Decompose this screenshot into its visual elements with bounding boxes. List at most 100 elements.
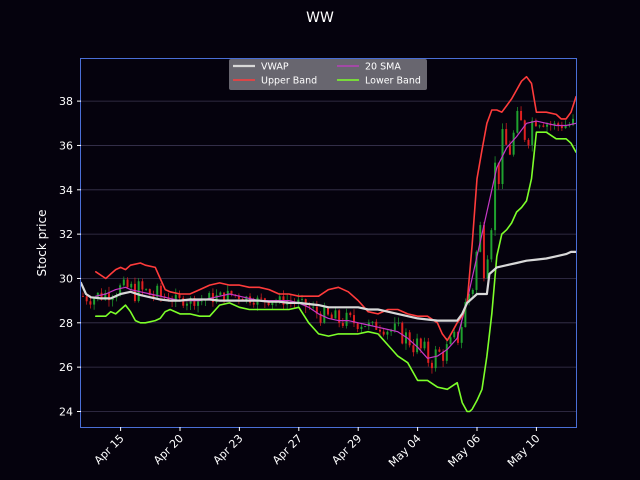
candle-body: [546, 124, 549, 127]
candle-body: [494, 162, 497, 231]
candle-body: [512, 132, 515, 155]
candle-body: [111, 297, 114, 301]
y-tick-label: 38: [59, 95, 73, 108]
candle-body: [122, 279, 125, 286]
candle-body: [364, 326, 367, 327]
candle-body: [267, 302, 270, 306]
candle-body: [404, 332, 407, 344]
candle-body: [185, 303, 188, 306]
candle-body: [245, 296, 248, 301]
candle-body: [378, 329, 381, 332]
candle-body: [505, 129, 508, 145]
y-tick-label: 36: [59, 139, 73, 152]
candle-body: [464, 302, 467, 328]
candle-body: [486, 259, 489, 279]
candle-body: [223, 292, 226, 300]
candle-body: [148, 289, 151, 296]
candle-body: [182, 297, 185, 306]
candle-body: [237, 295, 240, 299]
candle-body: [564, 125, 567, 129]
series-layer: [79, 75, 578, 413]
series-line-upper-band: [95, 75, 577, 342]
candle-body: [482, 225, 485, 279]
candle-body: [534, 120, 537, 127]
candle-body: [219, 292, 222, 296]
candle-body: [81, 296, 84, 298]
y-axis-title: Stock price: [35, 210, 49, 277]
candle-body: [174, 294, 177, 302]
y-tick-label: 32: [59, 228, 73, 241]
candle-body: [520, 110, 523, 121]
candle-body: [397, 322, 400, 324]
grid-layer: [81, 100, 576, 412]
candle-body: [453, 331, 456, 338]
candle-body: [523, 120, 526, 140]
candle-body: [527, 139, 530, 146]
candle-body: [356, 323, 359, 329]
candle-body: [197, 301, 200, 306]
candle-body: [260, 297, 263, 299]
candle-body: [434, 349, 437, 369]
candle-body: [516, 110, 519, 133]
candle-body: [471, 289, 474, 294]
candle-body: [445, 344, 448, 361]
candle-body: [215, 295, 218, 303]
candle-body: [468, 293, 471, 303]
series-line-vwap: [79, 250, 578, 322]
candle-body: [423, 341, 426, 349]
candle-body: [208, 293, 211, 300]
candle-body: [460, 327, 463, 343]
legend-label: VWAP: [261, 62, 289, 73]
candle-body: [390, 330, 393, 332]
candle-body: [497, 162, 500, 184]
candle-body: [271, 302, 274, 306]
candle-body: [145, 289, 148, 290]
legend: VWAP Upper Band 20 SMA Lower Band: [229, 59, 427, 90]
candle-body: [419, 338, 422, 349]
candle-body: [330, 314, 333, 319]
candle-body: [427, 341, 430, 363]
candle-body: [100, 292, 103, 300]
chart-title: WW: [306, 10, 334, 26]
candle-body: [200, 300, 203, 302]
candle-body: [367, 322, 370, 327]
candle-body: [278, 296, 281, 302]
series-line-lower-band: [95, 131, 577, 413]
candle-body: [352, 315, 355, 324]
candle-body: [230, 290, 233, 295]
candle-body: [107, 293, 110, 301]
candle-body: [119, 285, 122, 296]
candle-body: [449, 337, 452, 345]
candle-body: [490, 230, 493, 260]
candle-body: [308, 306, 311, 308]
candle-body: [438, 349, 441, 352]
y-tick-label: 24: [59, 405, 73, 418]
candle-body: [349, 312, 352, 316]
legend-label: Lower Band: [365, 76, 421, 87]
candle-body: [408, 332, 411, 346]
candle-body: [319, 313, 322, 323]
candle-body: [252, 302, 255, 305]
candle-body: [159, 285, 162, 297]
candle-body: [130, 283, 133, 288]
candle-body: [382, 331, 385, 335]
candle-body: [531, 120, 534, 146]
candle-body: [430, 362, 433, 369]
candle-body: [560, 125, 563, 129]
y-tick-label: 26: [59, 361, 73, 374]
candle-body: [301, 299, 304, 300]
candle-body: [152, 295, 155, 297]
candle-body: [85, 296, 88, 302]
candle-body: [167, 297, 170, 301]
candle-body: [327, 307, 330, 315]
candle-body: [553, 123, 556, 125]
candle-body: [126, 279, 129, 288]
candle-body: [141, 281, 144, 290]
candle-body: [557, 123, 560, 126]
candle-body: [156, 285, 159, 297]
candle-body: [386, 331, 389, 335]
y-tick-label: 34: [59, 184, 73, 197]
candle-body: [297, 299, 300, 303]
candle-body: [312, 306, 315, 308]
